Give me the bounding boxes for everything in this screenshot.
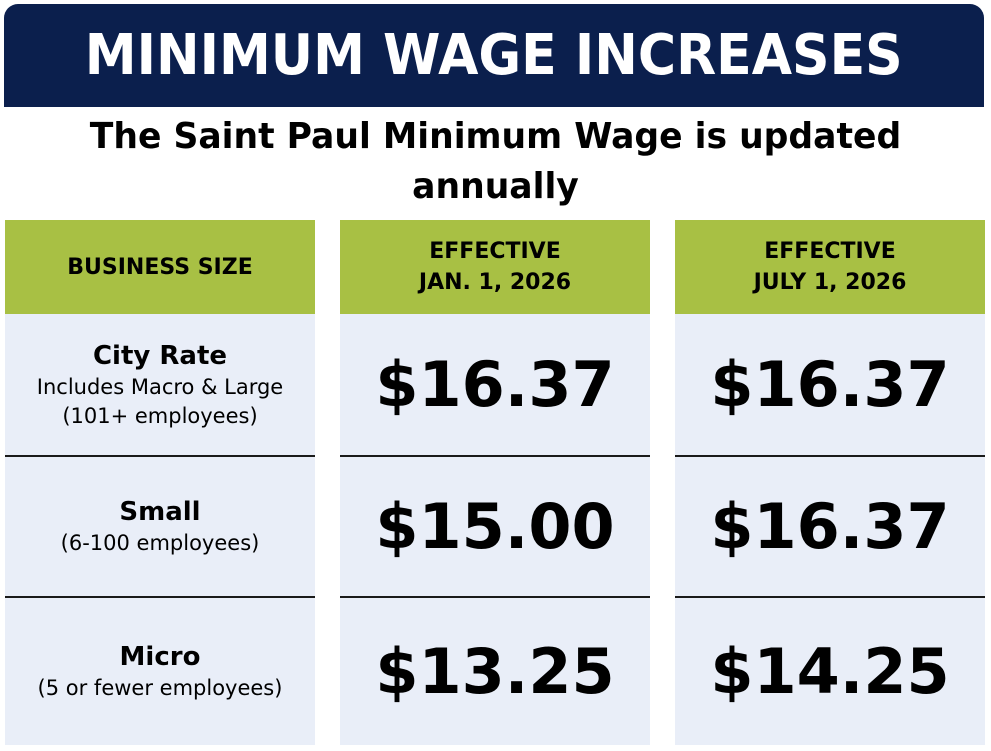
header-line: BUSINESS SIZE xyxy=(67,254,253,280)
rate-cell: $16.37 xyxy=(675,457,985,598)
rate-value: $13.25 xyxy=(375,635,615,708)
rate-value: $16.37 xyxy=(710,348,950,421)
rate-cell: $13.25 xyxy=(340,598,650,745)
column-effective-july: EFFECTIVE JULY 1, 2026 $16.37 $16.37 $14… xyxy=(675,220,985,745)
row-label-micro: Micro (5 or fewer employees) xyxy=(5,598,315,745)
header-line: JAN. 1, 2026 xyxy=(418,270,572,295)
row-title: Micro xyxy=(119,642,201,672)
rate-value: $16.37 xyxy=(710,490,950,563)
rate-cell: $16.37 xyxy=(675,314,985,457)
rate-cell: $14.25 xyxy=(675,598,985,745)
column-header-business-size: BUSINESS SIZE xyxy=(5,220,315,314)
row-subtitle: (5 or fewer employees) xyxy=(37,676,283,700)
rate-cell: $15.00 xyxy=(340,457,650,598)
column-effective-jan: EFFECTIVE JAN. 1, 2026 $16.37 $15.00 $13… xyxy=(340,220,650,745)
column-business-size: BUSINESS SIZE City Rate Includes Macro &… xyxy=(5,220,315,745)
column-header-effective-july: EFFECTIVE JULY 1, 2026 xyxy=(675,220,985,314)
rate-value: $14.25 xyxy=(710,635,950,708)
row-label-small: Small (6-100 employees) xyxy=(5,457,315,598)
row-subtitle: (6-100 employees) xyxy=(60,531,260,555)
header-line: EFFECTIVE xyxy=(429,239,561,264)
row-title: Small xyxy=(119,497,201,527)
rate-cell: $16.37 xyxy=(340,314,650,457)
row-label-city-rate: City Rate Includes Macro & Large (101+ e… xyxy=(5,314,315,457)
rate-value: $16.37 xyxy=(375,348,615,421)
header-line: JULY 1, 2026 xyxy=(753,270,907,295)
row-title: City Rate xyxy=(92,340,228,371)
row-subtitle: Includes Macro & Large xyxy=(36,374,284,399)
row-subtitle: (101+ employees) xyxy=(62,403,258,428)
page-subtitle: The Saint Paul Minimum Wage is updated a… xyxy=(89,116,902,207)
page-title: MINIMUM WAGE INCREASES xyxy=(85,23,903,88)
rate-value: $15.00 xyxy=(375,490,615,563)
header-line: EFFECTIVE xyxy=(764,239,896,264)
title-banner: MINIMUM WAGE INCREASES xyxy=(4,4,984,107)
column-header-effective-jan: EFFECTIVE JAN. 1, 2026 xyxy=(340,220,650,314)
